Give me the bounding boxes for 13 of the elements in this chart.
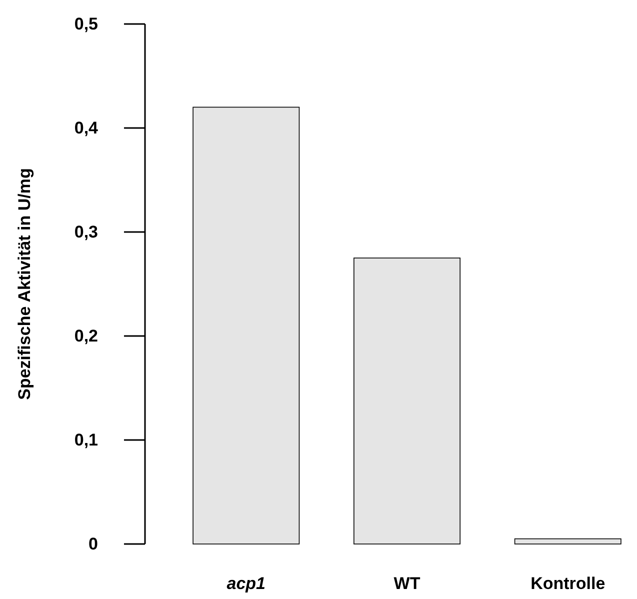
bar [192, 106, 300, 544]
bar [354, 258, 460, 544]
x-tick-label: WT [394, 574, 421, 593]
y-tick-label: 0 [88, 534, 98, 554]
x-tick-label: acp1 [226, 574, 266, 593]
x-tick-label: Kontrolle [530, 574, 606, 593]
y-tick-label: 0,3 [74, 222, 98, 242]
y-axis-title: Spezifische Aktivität in U/mg [15, 168, 34, 400]
y-tick-label: 0,4 [74, 118, 99, 138]
y-tick-label: 0,2 [74, 326, 98, 346]
y-tick-label: 0,1 [74, 430, 98, 450]
y-tick-label: 0,5 [74, 14, 98, 34]
bar [514, 538, 622, 544]
